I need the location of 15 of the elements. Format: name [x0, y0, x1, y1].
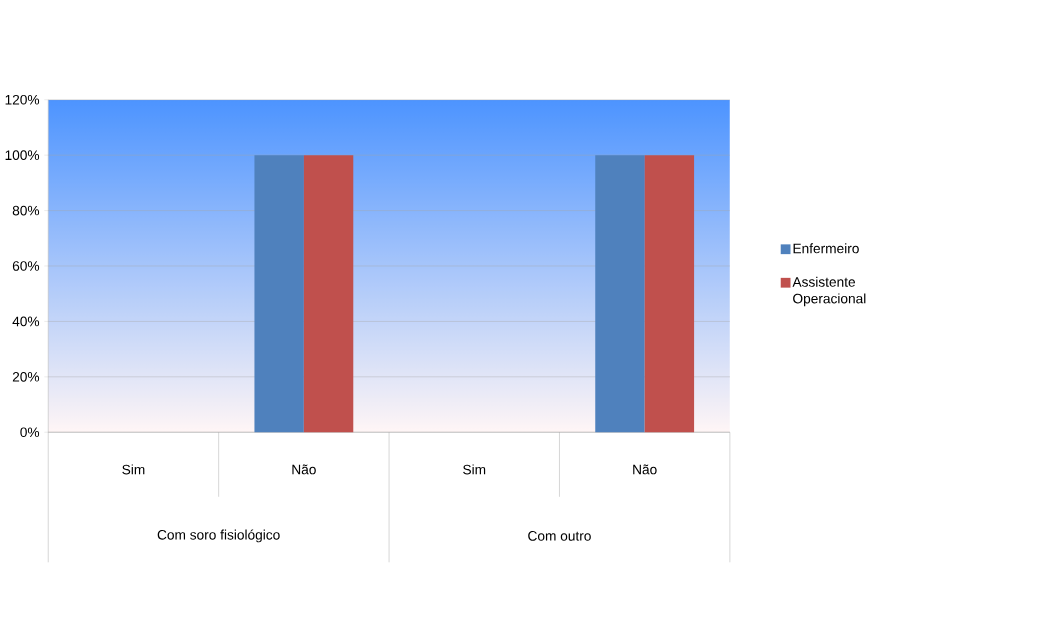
text: Com soro fisiológico [157, 529, 280, 543]
x-tick-label: Não [292, 464, 316, 475]
x-tick-label: Não [633, 464, 657, 475]
y-tick-label: 0% [20, 427, 40, 438]
x-tick-label: Sim [122, 464, 145, 475]
legend-label: Assistente Operacional [792, 276, 866, 307]
y-tick-label: 20% [12, 372, 40, 382]
y-tick-label: 80% [12, 205, 40, 216]
y-tick-label: 40% [12, 316, 40, 327]
legend-label: Enfermeiro [793, 243, 859, 254]
y-tick-label: 120% [5, 95, 40, 105]
y-tick-label: 60% [12, 261, 40, 271]
text: Com outro [528, 531, 591, 541]
x-tick-label: Sim [463, 464, 486, 475]
y-tick-label: 100% [5, 150, 40, 161]
